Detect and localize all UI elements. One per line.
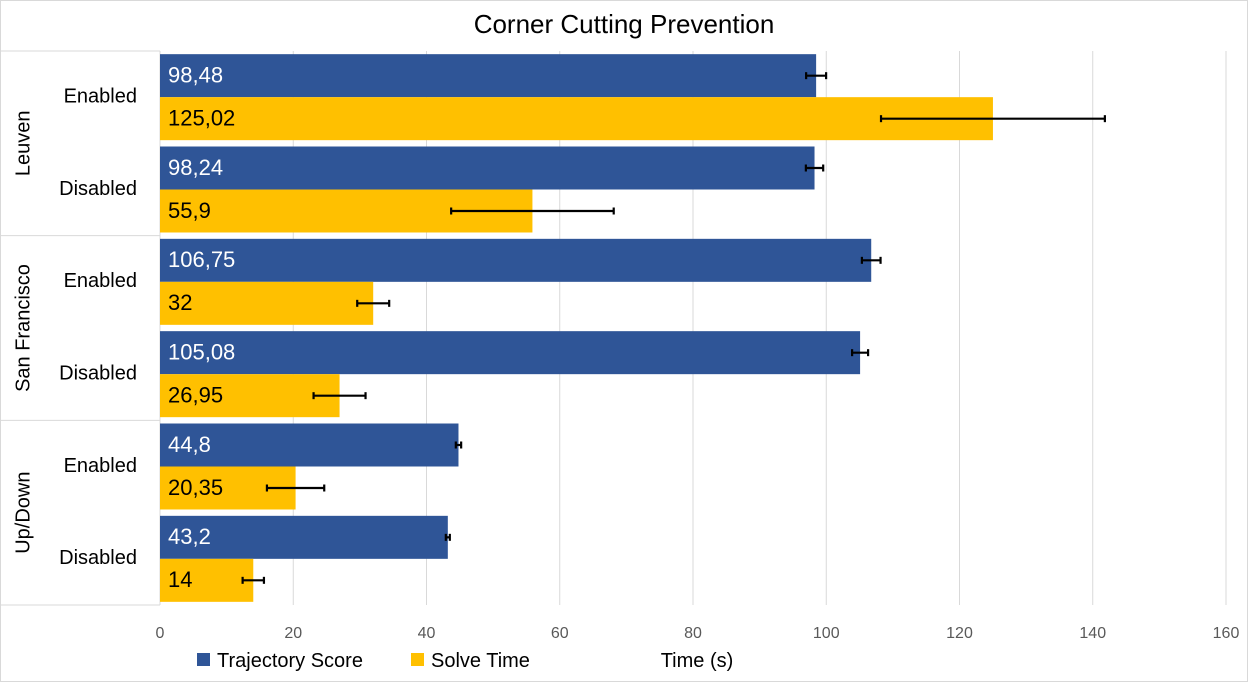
x-tick-label: 140: [1079, 625, 1106, 642]
data-label: 105,08: [168, 339, 235, 364]
group-label: Leuven: [12, 111, 34, 177]
bar: [160, 558, 254, 602]
data-label: 125,02: [168, 105, 235, 130]
data-label: 14: [168, 567, 192, 592]
row-label: Disabled: [59, 362, 137, 384]
x-tick-label: 120: [946, 625, 973, 642]
legend-swatch: [411, 653, 424, 666]
category-axis: Leuven Enabled Disabled San Francisco Enable…: [0, 50, 161, 606]
data-label: 44,8: [168, 432, 211, 457]
row-label: Disabled: [59, 178, 137, 200]
chart-title: Corner Cutting Prevention: [474, 9, 775, 39]
bar: [160, 97, 993, 141]
x-tick-label: 20: [284, 625, 302, 642]
group-label: San Francisco: [12, 264, 34, 392]
bar: [160, 423, 459, 467]
data-label: 106,75: [168, 247, 235, 272]
bar: [160, 146, 815, 190]
data-label: 55,9: [168, 198, 211, 223]
legend-label: Solve Time: [431, 650, 530, 672]
bar: [160, 374, 340, 418]
data-label: 43,2: [168, 524, 211, 549]
bar: [160, 331, 861, 375]
x-tick-label: 100: [813, 625, 840, 642]
data-label: 32: [168, 290, 192, 315]
group-label: Up/Down: [12, 472, 34, 554]
bar: [160, 515, 448, 559]
row-label: Enabled: [64, 270, 137, 292]
x-tick-label: 60: [551, 625, 569, 642]
row-label: Enabled: [64, 455, 137, 477]
grid-layer: [292, 51, 1227, 605]
x-tick-label: 80: [684, 625, 702, 642]
row-label: Disabled: [59, 547, 137, 569]
data-label: 98,24: [168, 155, 223, 180]
x-tick-label: 40: [418, 625, 436, 642]
x-tick-label: 0: [156, 625, 165, 642]
data-label: 20,35: [168, 475, 223, 500]
bar: [160, 281, 374, 325]
bar: [160, 54, 817, 98]
data-label: 26,95: [168, 382, 223, 407]
bar: [160, 238, 872, 282]
data-label: 98,48: [168, 62, 223, 87]
value-axis: 0 20 40 60 80 100 120 140 160: [156, 625, 1240, 642]
x-axis-title: Time (s): [661, 650, 734, 672]
legend-swatch: [197, 653, 210, 666]
x-tick-label: 160: [1213, 625, 1240, 642]
bars-layer: 98,48 125,02 98,24 55,9 106,75 32 105,08 26,95 4…: [160, 54, 1106, 602]
legend: Trajectory Score Solve Time: [197, 650, 530, 672]
row-label: Enabled: [64, 85, 137, 107]
legend-label: Trajectory Score: [217, 650, 363, 672]
